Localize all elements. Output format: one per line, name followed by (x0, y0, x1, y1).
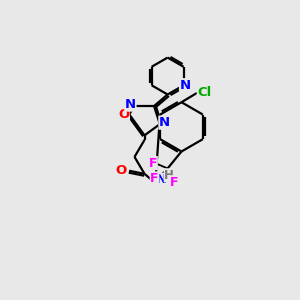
Text: N: N (125, 98, 136, 111)
Text: H: H (164, 169, 174, 182)
Text: O: O (118, 108, 129, 121)
Text: N: N (159, 116, 170, 129)
Text: F: F (150, 172, 159, 185)
Text: Cl: Cl (197, 86, 212, 99)
Text: N: N (156, 173, 167, 187)
Text: F: F (149, 157, 157, 169)
Text: O: O (116, 164, 127, 177)
Text: F: F (170, 176, 179, 189)
Text: N: N (180, 79, 191, 92)
